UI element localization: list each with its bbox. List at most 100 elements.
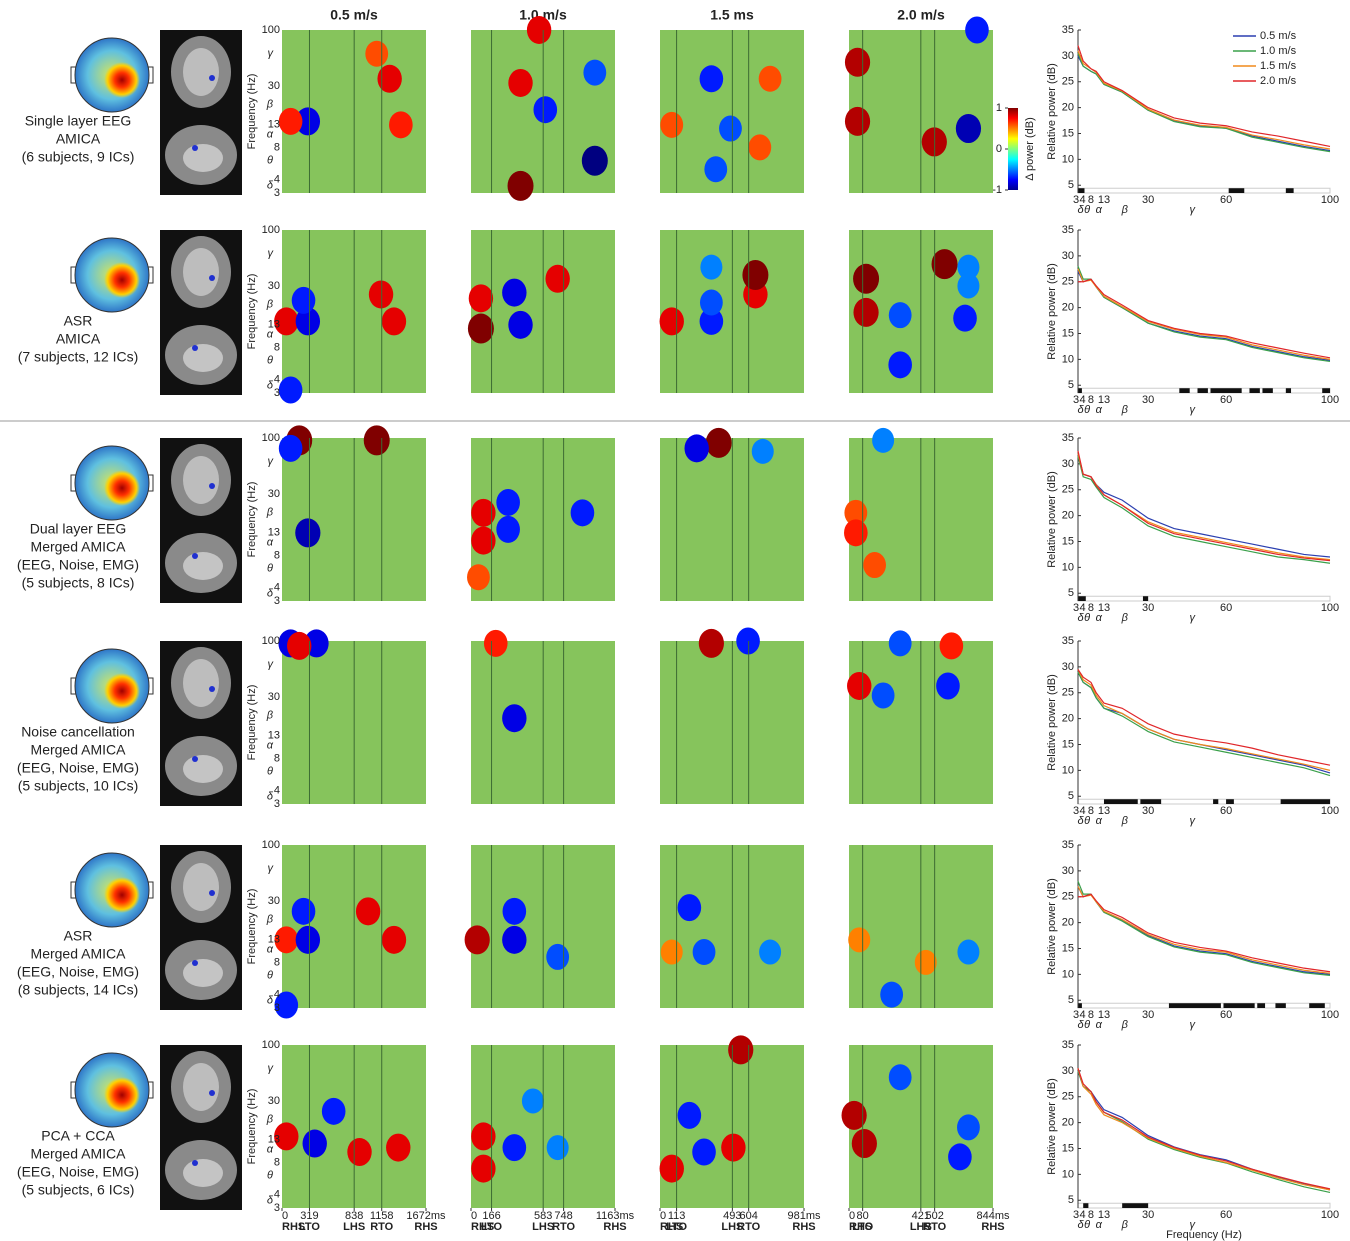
topo-hotspot [104, 262, 140, 298]
y-tick-label: 30 [268, 80, 280, 92]
gait-event-label: LHS [343, 1221, 365, 1233]
significance-bar [1226, 799, 1234, 804]
ersp-blob [965, 17, 989, 44]
y-tick-label: 30 [1062, 661, 1074, 673]
y-tick-label: 20 [1062, 102, 1074, 114]
band-label: γ [1190, 204, 1197, 216]
gait-event-label: RHS [981, 1221, 1004, 1233]
significance-bar [1223, 1003, 1254, 1008]
significance-bar [1275, 1003, 1285, 1008]
gait-event-label: RTO [737, 1221, 760, 1233]
legend-label: 1.5 m/s [1260, 60, 1297, 72]
band-label: α [1096, 404, 1103, 416]
y-axis-label: Relative power (dB) [1046, 63, 1058, 160]
band-label: α [267, 740, 274, 752]
ersp-blob [721, 1134, 745, 1162]
row-label: (5 subjects, 10 ICs) [18, 778, 139, 794]
ersp-blob [932, 249, 958, 279]
topo-hotspot [104, 1077, 140, 1113]
y-axis-label: Frequency (Hz) [246, 685, 258, 761]
gait-event-label: RTO [552, 1221, 575, 1233]
ersp-blob [889, 630, 912, 656]
mri-dipole [209, 890, 215, 896]
x-tick-label: 30 [1142, 1209, 1154, 1221]
band-label: γ [268, 863, 275, 875]
ersp-blob [347, 1138, 371, 1166]
band-label: δ [267, 1195, 274, 1207]
y-tick-label: 15 [1062, 942, 1074, 954]
x-tick-label: 30 [1142, 394, 1154, 406]
ersp-blob [660, 1155, 684, 1183]
ersp-blob [386, 1134, 410, 1162]
y-tick-label: 8 [274, 752, 280, 764]
significance-bar [1210, 388, 1241, 393]
ersp-blob [699, 629, 724, 658]
band-label: β [266, 1114, 274, 1126]
band-label: δ [267, 180, 274, 192]
band-label: γ [1190, 404, 1197, 416]
ersp-blob [502, 926, 526, 954]
significance-bar [1078, 188, 1084, 193]
gait-event-label: LTO [481, 1221, 502, 1233]
ersp-blob [496, 489, 520, 516]
y-axis-label: Frequency (Hz) [246, 1089, 258, 1165]
y-axis-label: Relative power (dB) [1046, 471, 1058, 568]
gait-event-label: LTO [299, 1221, 320, 1233]
band-label: γ [1190, 612, 1197, 624]
mri-dipole [192, 1160, 198, 1166]
band-label: γ [1190, 1019, 1197, 1031]
mri-axial-inner [183, 659, 219, 707]
mri-sagittal-inner [183, 144, 223, 172]
ersp-blob [692, 1139, 716, 1166]
row-label: AMICA [56, 131, 101, 147]
band-label: α [1096, 1019, 1103, 1031]
row-label: (7 subjects, 12 ICs) [18, 349, 139, 365]
column-title: 1.5 ms [710, 7, 754, 23]
band-label: θ [267, 1170, 273, 1182]
x-tick-label: 100 [1321, 602, 1339, 614]
gait-event-label: LHS [532, 1221, 554, 1233]
row-label: (EEG, Noise, EMG) [17, 760, 139, 776]
row-label: ASR [64, 313, 93, 329]
y-axis-label: Frequency (Hz) [246, 74, 258, 150]
ersp-blob [752, 439, 774, 464]
band-label: β [266, 507, 274, 519]
ersp-blob [684, 434, 708, 462]
y-tick-label: 30 [1062, 458, 1074, 470]
y-tick-label: 25 [1062, 484, 1074, 496]
x-tick-label: 30 [1142, 602, 1154, 614]
x-tick-label: 60 [1220, 1009, 1232, 1021]
band-label: β [1121, 1219, 1129, 1231]
ersp-blob [660, 112, 683, 138]
y-tick-label: 3 [274, 1202, 280, 1214]
legend-label: 1.0 m/s [1260, 45, 1297, 57]
x-tick-label: 100 [1321, 1009, 1339, 1021]
y-tick-label: 5 [1068, 994, 1074, 1006]
row-label: Noise cancellation [21, 724, 135, 740]
y-axis-label: Frequency (Hz) [246, 482, 258, 558]
ersp-blob [704, 156, 727, 182]
ersp-blob [940, 632, 964, 659]
gait-event-label: RHS [603, 1221, 626, 1233]
ersp-blob [292, 898, 316, 925]
ersp-blob [936, 672, 960, 699]
band-label: β [266, 914, 274, 926]
band-label: γ [268, 456, 275, 468]
y-tick-label: 30 [268, 1095, 280, 1107]
ersp-blob [957, 940, 979, 965]
mri-sagittal-inner [183, 959, 223, 987]
x-tick-label: 100 [1321, 194, 1339, 206]
ersp-blob [582, 146, 608, 176]
ersp-blob [948, 1143, 972, 1170]
significance-bar [1257, 1003, 1265, 1008]
y-tick-label: 30 [1062, 250, 1074, 262]
ersp-blob [377, 65, 401, 93]
band-label: θ [267, 563, 273, 575]
y-tick-label: 10 [1062, 353, 1074, 365]
significance-bar [1262, 388, 1272, 393]
mri-axial-inner [183, 1063, 219, 1111]
ersp-blob [957, 255, 979, 280]
significance-bar [1286, 188, 1294, 193]
x-tick-label: 30 [1142, 194, 1154, 206]
ersp-blob [369, 280, 393, 308]
